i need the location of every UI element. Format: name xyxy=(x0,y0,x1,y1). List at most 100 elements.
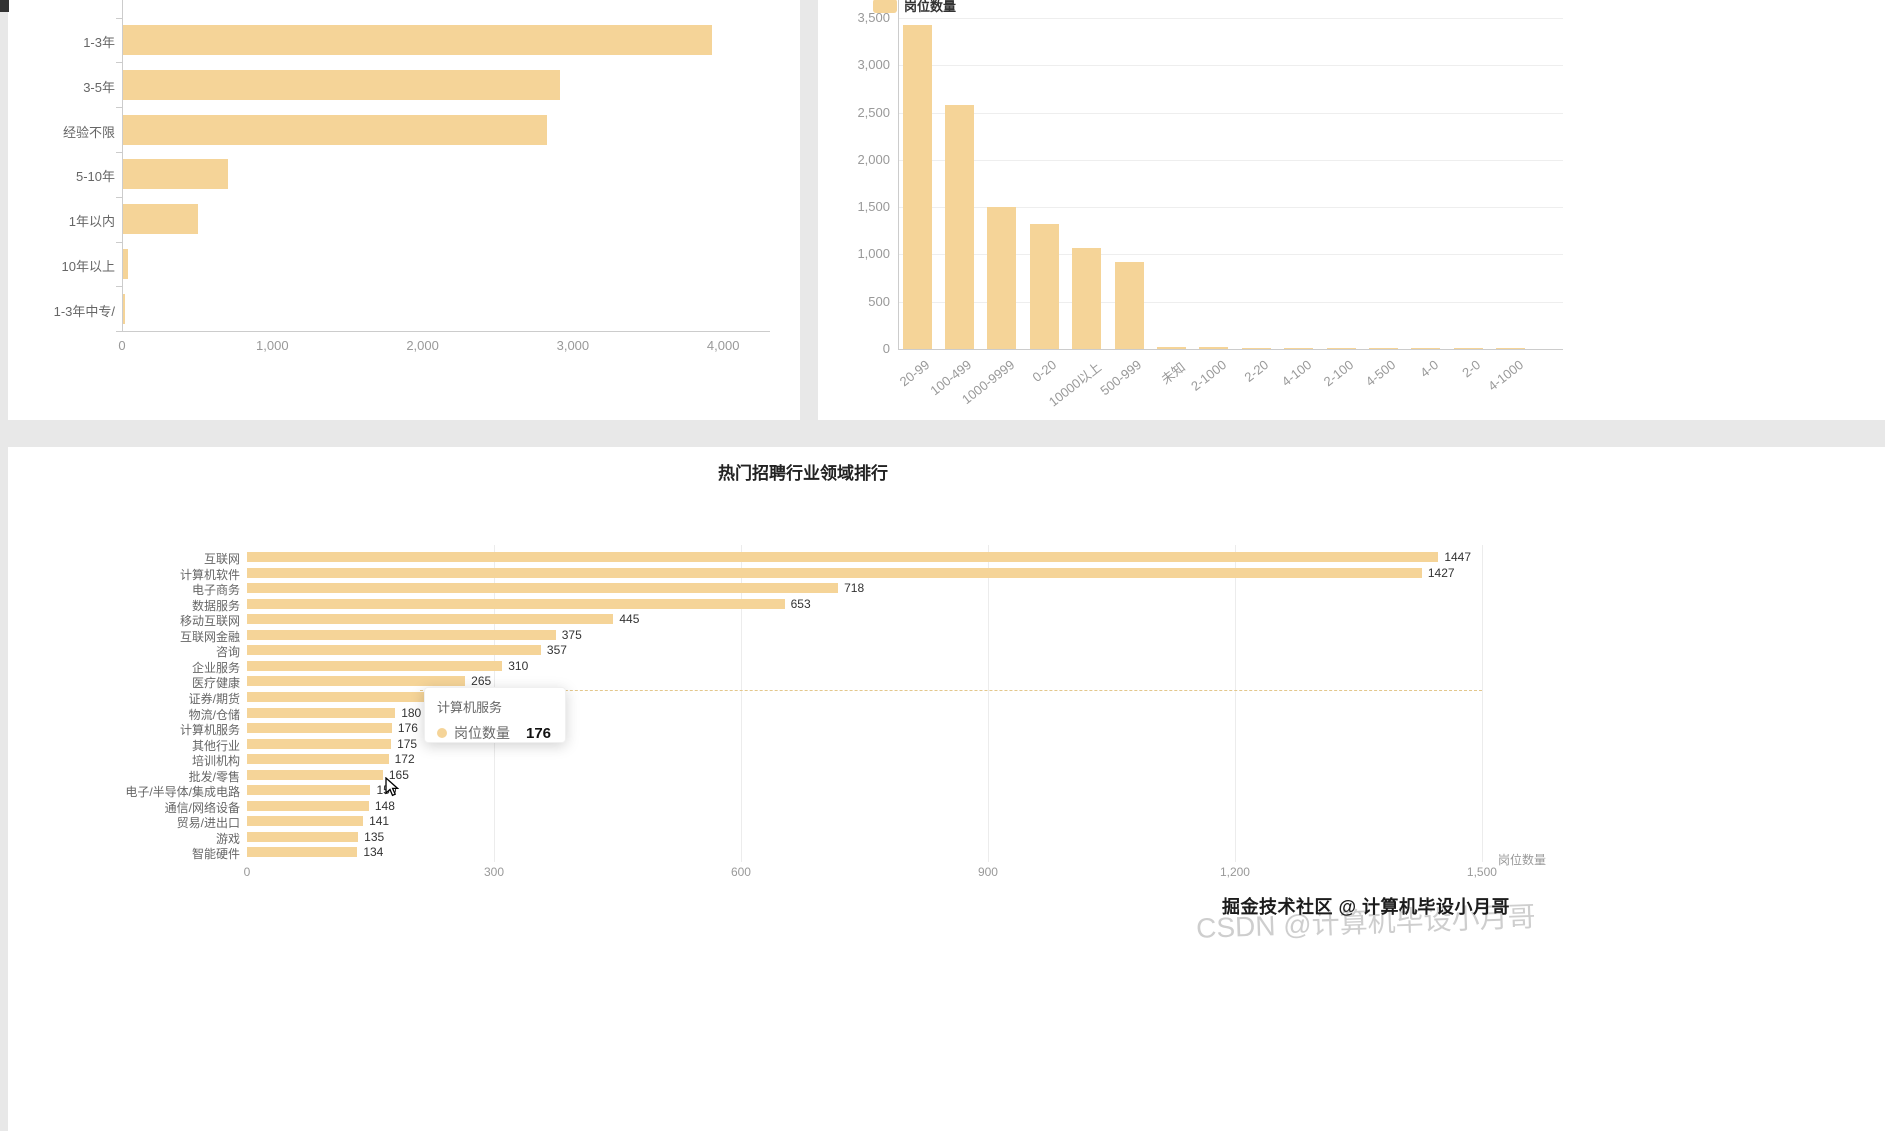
company-size-chart-card: 岗位数量 3,500 3,000 2,500 2,000 1,500 1,000 500 0 2… xyxy=(818,0,1885,420)
grid-line xyxy=(1234,545,1236,862)
tooltip-value: 176 xyxy=(526,724,552,742)
y-tick-label: 2,500 xyxy=(857,104,890,120)
bar[interactable] xyxy=(123,159,229,190)
x-axis-line xyxy=(122,331,770,332)
y-axis-line xyxy=(122,0,123,331)
bar[interactable] xyxy=(247,707,396,718)
x-axis-line xyxy=(898,349,1563,350)
bar[interactable] xyxy=(247,691,445,702)
bar[interactable] xyxy=(1326,347,1356,349)
x-tick-label: 1,200 xyxy=(1219,865,1250,879)
tooltip-series-name: 岗位数量 xyxy=(454,725,510,741)
category-label: 培训机构 xyxy=(191,754,240,769)
bar[interactable] xyxy=(247,614,614,625)
y-tick-label: 0 xyxy=(882,341,890,356)
category-label: 咨询 xyxy=(215,645,240,660)
x-tick-label: 4,000 xyxy=(706,338,740,353)
bar[interactable] xyxy=(247,800,369,811)
bar[interactable] xyxy=(247,785,371,796)
grid-line xyxy=(740,545,742,862)
bar[interactable] xyxy=(1156,347,1186,349)
bar[interactable] xyxy=(1029,224,1059,349)
bar[interactable] xyxy=(1453,347,1483,349)
bar[interactable] xyxy=(247,629,556,640)
category-label: 电子/半导体/集成电路 xyxy=(125,785,240,800)
bar[interactable] xyxy=(1241,347,1271,349)
bar[interactable] xyxy=(1072,247,1102,349)
x-tick-label: 2,000 xyxy=(406,338,439,353)
y-tick-label: 500 xyxy=(868,293,890,309)
category-label: 计算机服务 xyxy=(179,723,240,738)
industry-chart-card: 热门招聘行业领域排行 0 300 600 900 1,200 1,500 互联网 1447 计算… xyxy=(8,447,1885,1131)
bar[interactable] xyxy=(247,598,785,609)
bar[interactable] xyxy=(1411,347,1441,349)
bar[interactable] xyxy=(1199,346,1229,349)
x-tick-label: 1,000 xyxy=(256,338,289,353)
legend-label: 岗位数量 xyxy=(904,0,957,14)
category-label: 移动互联网 xyxy=(179,614,240,629)
bar[interactable] xyxy=(987,207,1017,349)
bar[interactable] xyxy=(1368,347,1398,349)
tooltip-title: 计算机服务 xyxy=(437,700,503,715)
category-label: 互联网 xyxy=(203,552,240,566)
bar[interactable] xyxy=(247,660,503,671)
category-label: 1年以内 xyxy=(68,214,115,230)
experience-chart: 0 1,000 2,000 3,000 4,000 1-3年 3-5年 经验不限 5-10年 1年… xyxy=(8,0,800,420)
bar[interactable] xyxy=(1496,347,1526,349)
y-axis-tick xyxy=(116,107,122,109)
grid-line xyxy=(1481,545,1483,862)
value-label: 1447 xyxy=(1444,550,1472,564)
grid-line xyxy=(898,254,1563,256)
bar[interactable] xyxy=(123,25,713,55)
category-label: 3-5年 xyxy=(83,79,115,95)
y-tick-label: 3,500 xyxy=(857,10,890,25)
bar[interactable] xyxy=(902,24,932,349)
bar[interactable] xyxy=(247,831,359,842)
bar[interactable] xyxy=(123,204,199,235)
bar[interactable] xyxy=(247,816,364,827)
y-axis-tick xyxy=(116,62,122,64)
category-label: 其他行业 xyxy=(191,738,240,753)
value-label: 1427 xyxy=(1427,565,1455,580)
value-label: 172 xyxy=(394,752,415,767)
bar[interactable] xyxy=(247,583,839,594)
bar[interactable] xyxy=(944,105,974,349)
value-label: 165 xyxy=(388,767,409,782)
bar[interactable] xyxy=(247,738,392,749)
bar[interactable] xyxy=(247,552,1439,562)
bar[interactable] xyxy=(247,676,466,687)
category-label: 经验不限 xyxy=(62,124,115,140)
bar[interactable] xyxy=(247,754,389,765)
category-label: 通信/网络设备 xyxy=(164,800,240,815)
y-axis-tick xyxy=(116,17,122,19)
x-tick-label: 1,500 xyxy=(1466,865,1497,879)
value-label: 180 xyxy=(401,705,422,720)
bar[interactable] xyxy=(123,114,547,145)
y-axis-line xyxy=(898,0,899,349)
legend-swatch-icon xyxy=(873,0,897,13)
bar[interactable] xyxy=(247,847,358,858)
y-tick-label: 1,000 xyxy=(857,246,890,262)
value-label: 141 xyxy=(369,814,390,829)
bar[interactable] xyxy=(247,567,1422,578)
legend[interactable]: 岗位数量 xyxy=(873,0,956,15)
y-tick-label: 3,000 xyxy=(857,57,890,73)
y-axis-tick xyxy=(116,152,122,153)
bar[interactable] xyxy=(247,769,383,780)
series-dot-icon xyxy=(437,728,447,738)
bar[interactable] xyxy=(1114,261,1144,349)
company-size-chart: 3,500 3,000 2,500 2,000 1,500 1,000 500 0 20-99 1… xyxy=(818,0,1885,420)
value-label: 134 xyxy=(363,845,384,860)
value-label: 310 xyxy=(508,658,529,673)
bar[interactable] xyxy=(123,293,126,324)
category-label: 贸易/进出口 xyxy=(176,816,240,831)
category-label: 医疗健康 xyxy=(191,676,240,691)
bar[interactable] xyxy=(247,645,541,656)
grid-line xyxy=(898,301,1563,303)
bar[interactable] xyxy=(123,249,129,279)
category-label: 1-3年 xyxy=(83,35,115,50)
x-tick-label: 900 xyxy=(977,865,998,879)
bar[interactable] xyxy=(1284,347,1314,349)
bar[interactable] xyxy=(247,723,392,734)
bar[interactable] xyxy=(123,69,561,100)
